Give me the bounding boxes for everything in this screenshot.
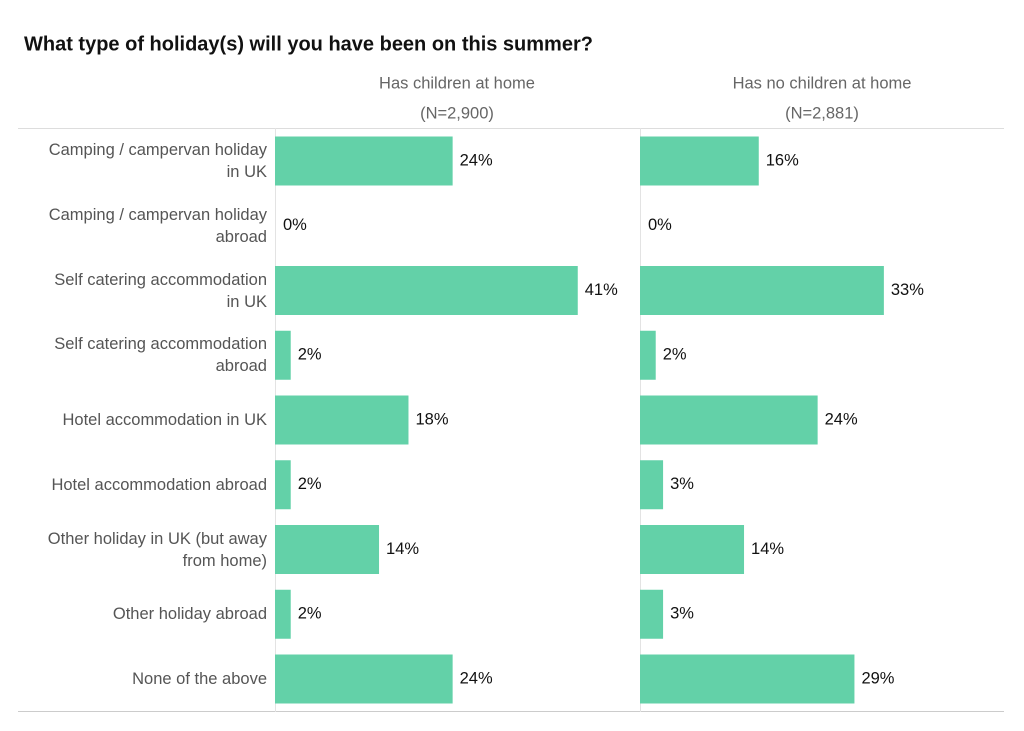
- panel-subtitle: (N=2,881): [785, 104, 859, 122]
- value-label: 14%: [751, 540, 784, 558]
- category-label: None of the above: [132, 670, 267, 688]
- category-label: Self catering accommodation in UK: [54, 270, 267, 311]
- value-label: 29%: [861, 669, 894, 687]
- bar: [275, 654, 453, 704]
- value-label: 0%: [283, 216, 307, 234]
- bar: [275, 395, 409, 445]
- panel-title: Has no children at home: [733, 74, 912, 92]
- value-label: 24%: [460, 669, 493, 687]
- value-label: 2%: [298, 475, 322, 493]
- bar: [275, 266, 578, 315]
- bar: [275, 330, 291, 380]
- category-label: Other holiday in UK (but away from home): [47, 529, 267, 570]
- value-label: 3%: [670, 605, 694, 623]
- category-label: Self catering accommodation abroad: [54, 335, 267, 376]
- bar: [640, 589, 664, 639]
- value-label: 18%: [415, 410, 448, 428]
- chart-title: What type of holiday(s) will you have be…: [24, 33, 593, 55]
- value-label: 14%: [386, 540, 419, 558]
- bar: [640, 654, 855, 704]
- bar: [640, 395, 818, 445]
- bar: [640, 525, 745, 574]
- value-label: 33%: [891, 281, 924, 299]
- category-label: Camping / campervan holiday abroad: [48, 205, 267, 246]
- value-label: 24%: [460, 151, 493, 169]
- value-label: 41%: [585, 281, 618, 299]
- bar: [640, 136, 759, 186]
- bar: [275, 525, 380, 574]
- value-label: 2%: [298, 605, 322, 623]
- bar: [640, 330, 656, 380]
- panel-title: Has children at home: [379, 74, 535, 92]
- bar: [640, 460, 664, 510]
- value-label: 3%: [670, 475, 694, 493]
- category-label: Hotel accommodation in UK: [62, 411, 267, 429]
- value-label: 24%: [825, 410, 858, 428]
- value-label: 16%: [766, 151, 799, 169]
- category-label: Hotel accommodation abroad: [51, 475, 267, 494]
- panel-subtitle: (N=2,900): [420, 104, 494, 122]
- bar: [640, 266, 884, 315]
- bar: [275, 460, 291, 510]
- category-label: Other holiday abroad: [112, 605, 267, 624]
- bar: [275, 589, 291, 639]
- bar: [275, 136, 453, 186]
- value-label: 2%: [298, 346, 322, 364]
- category-label: Camping / campervan holiday in UK: [48, 141, 267, 181]
- value-label: 2%: [663, 346, 687, 364]
- value-label: 0%: [648, 216, 672, 234]
